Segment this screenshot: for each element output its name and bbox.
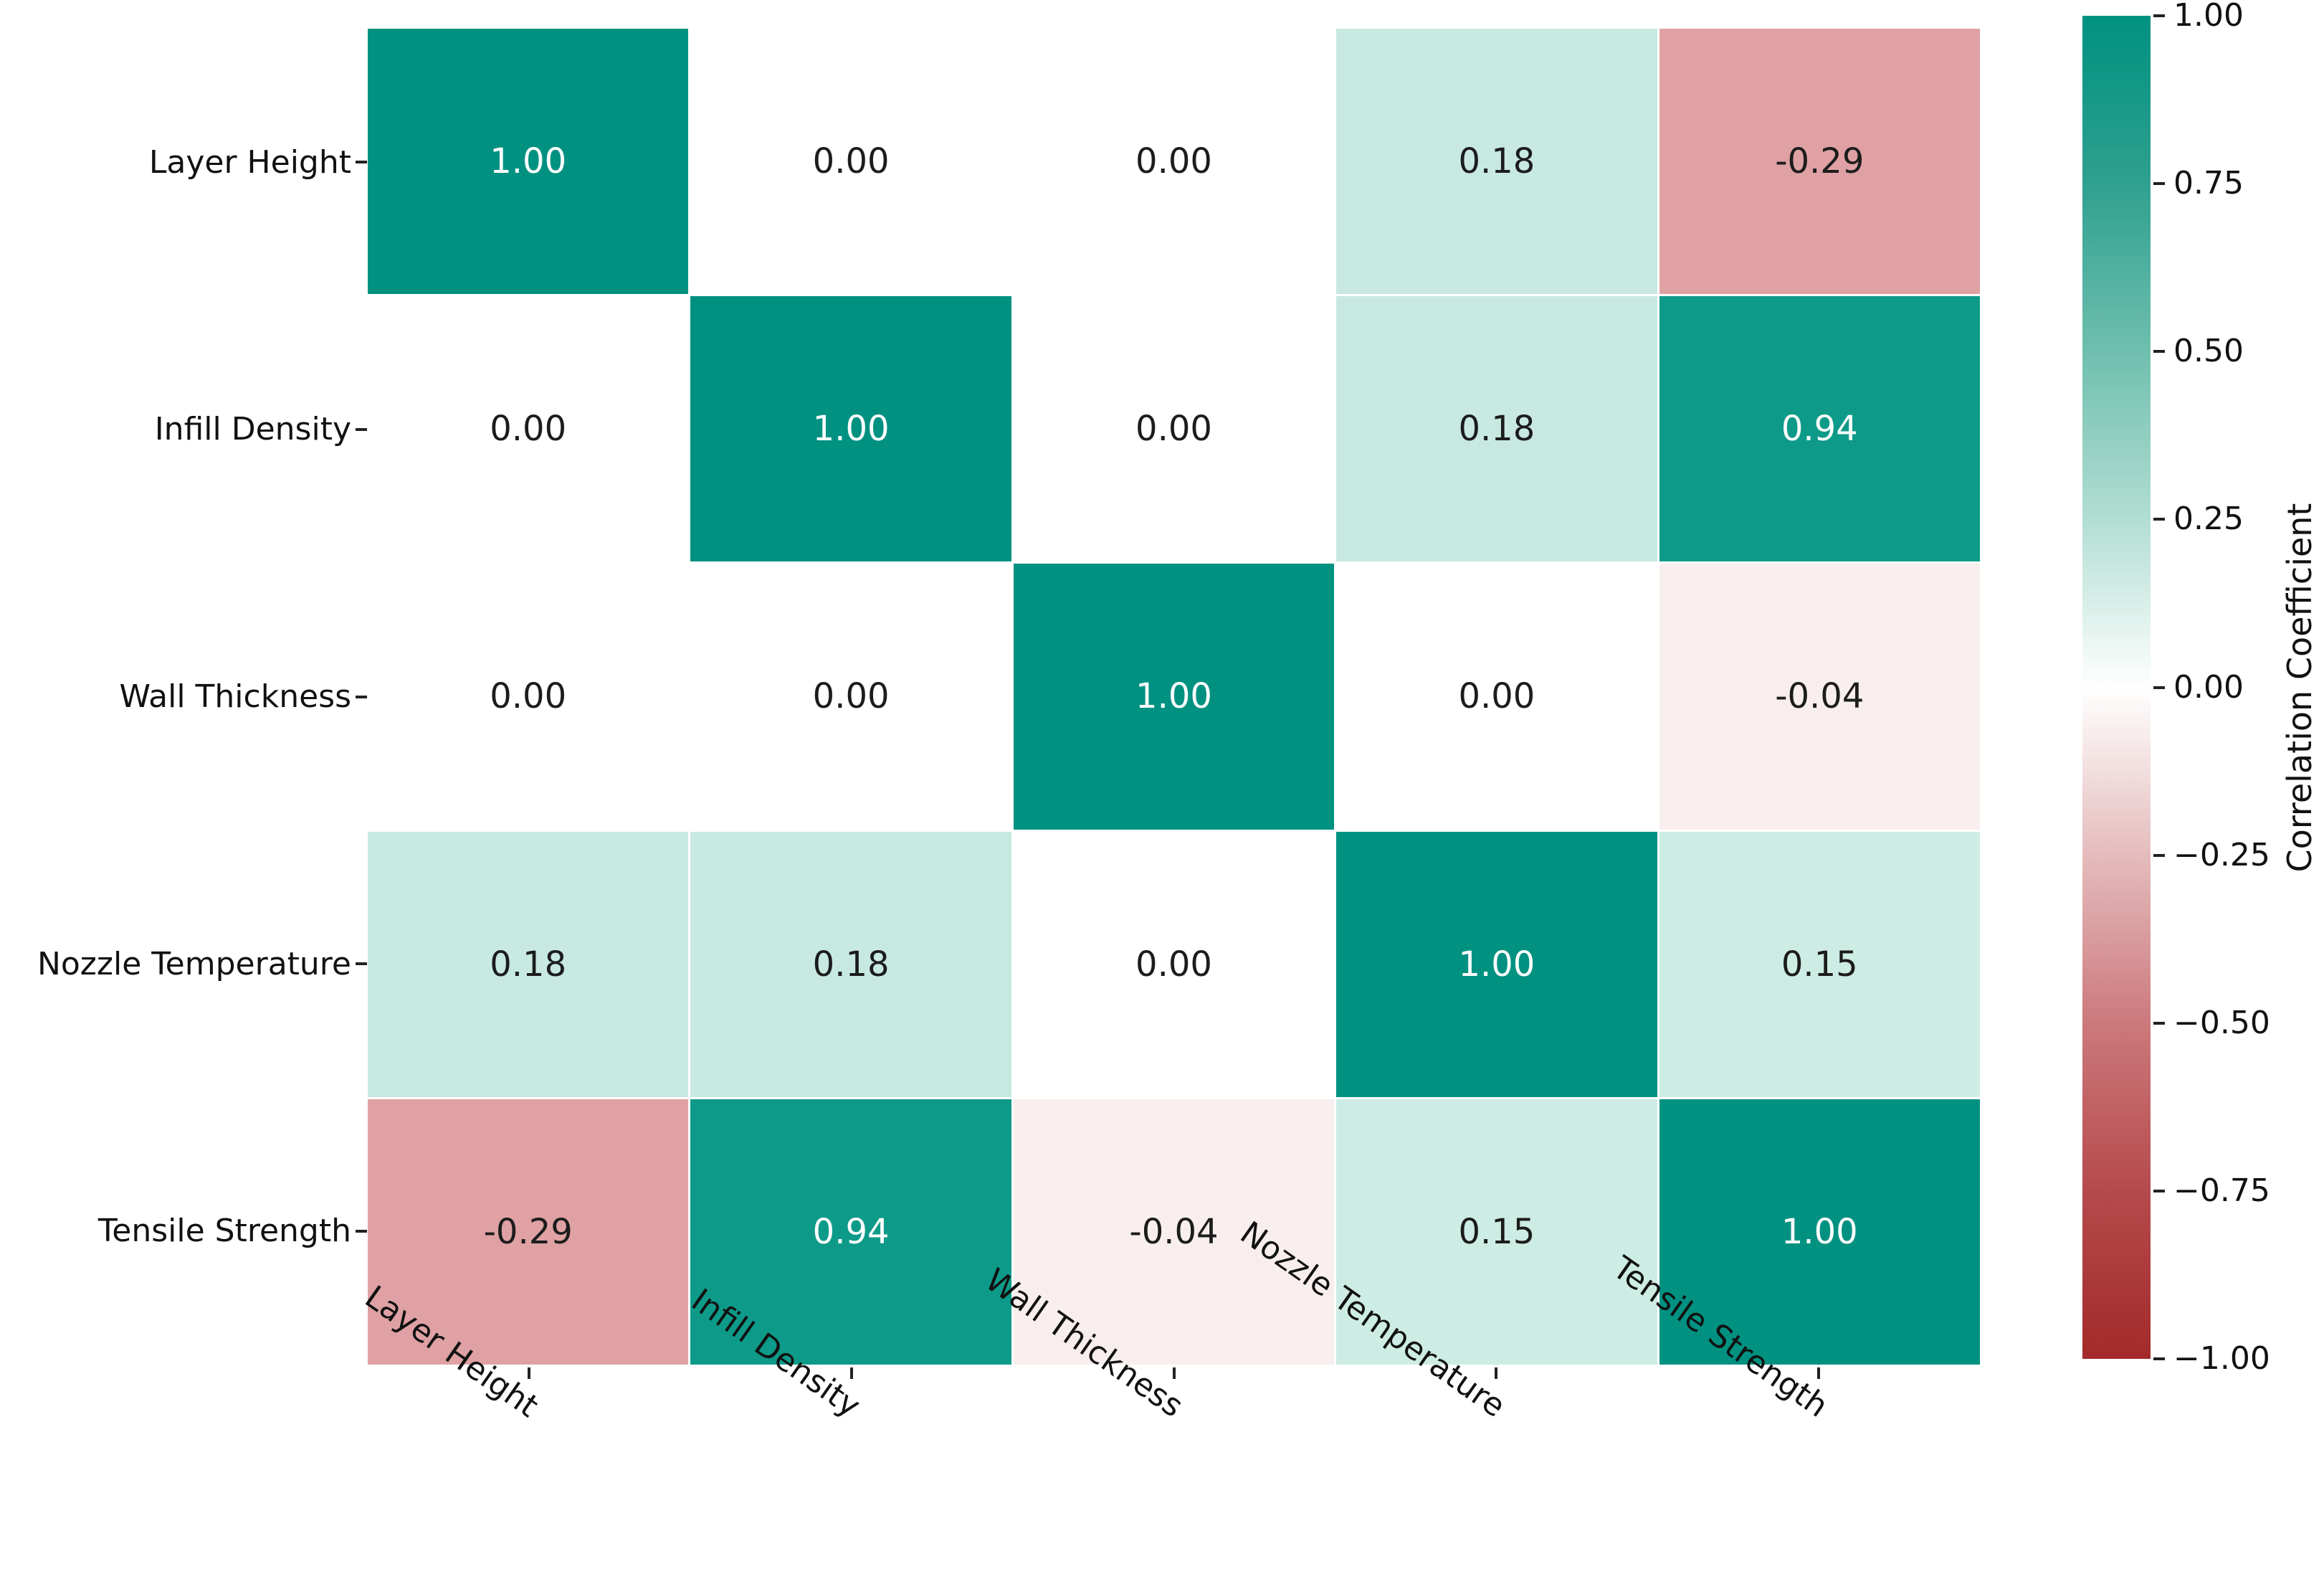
y-tick-label-nozzle-temperature: Nozzle Temperature <box>37 945 351 982</box>
cell-value: 0.00 <box>490 676 567 717</box>
cell-value: 0.94 <box>1781 409 1858 450</box>
cell-value: 0.00 <box>1458 676 1535 717</box>
heatmap-cell-nozzle-temperature-nozzle-temperature: 1.00 <box>1336 831 1657 1097</box>
y-tick-label-infill-density: Infill Density <box>154 411 351 448</box>
cell-value: 0.18 <box>1458 409 1535 450</box>
cell-value: 0.15 <box>1781 944 1858 985</box>
colorbar-tick-mark <box>2153 1357 2165 1360</box>
heatmap-cell-tensile-strength-layer-height: -0.29 <box>368 1099 689 1365</box>
x-tick-mark <box>849 1367 853 1379</box>
cell-value: 1.00 <box>1781 1211 1858 1252</box>
heatmap-cell-nozzle-temperature-layer-height: 0.18 <box>368 831 689 1097</box>
x-tick-mark <box>1172 1367 1176 1379</box>
cell-value: 0.00 <box>812 676 890 717</box>
y-tick-mark <box>356 427 367 431</box>
heatmap-cell-wall-thickness-layer-height: 0.00 <box>368 564 689 830</box>
cell-value: 0.00 <box>1135 409 1212 450</box>
heatmap-cell-tensile-strength-wall-thickness: -0.04 <box>1013 1099 1335 1365</box>
cell-value: 0.18 <box>490 944 567 985</box>
y-tick-mark <box>356 695 367 698</box>
heatmap-cell-nozzle-temperature-tensile-strength: 0.15 <box>1659 831 1980 1097</box>
colorbar-tick-label: −1.00 <box>2173 1340 2270 1377</box>
colorbar <box>2082 16 2151 1359</box>
heatmap-cell-layer-height-wall-thickness: 0.00 <box>1013 29 1335 295</box>
heatmap-cell-wall-thickness-infill-density: 0.00 <box>690 564 1011 830</box>
colorbar-tick-mark <box>2153 1189 2165 1192</box>
cell-value: 1.00 <box>1458 944 1535 985</box>
cell-value: 1.00 <box>812 409 890 450</box>
heatmap-cell-layer-height-nozzle-temperature: 0.18 <box>1336 29 1657 295</box>
cell-value: 0.18 <box>812 944 890 985</box>
cell-value: -0.29 <box>483 1211 573 1252</box>
colorbar-tick-mark <box>2153 1021 2165 1025</box>
cell-value: -0.04 <box>1129 1211 1219 1252</box>
cell-value: 0.00 <box>1135 141 1212 182</box>
colorbar-tick-label: 0.75 <box>2173 165 2244 202</box>
colorbar-tick-mark <box>2153 518 2165 521</box>
colorbar-tick-label: −0.50 <box>2173 1004 2270 1041</box>
x-tick-mark <box>527 1367 530 1379</box>
heatmap-cell-wall-thickness-wall-thickness: 1.00 <box>1013 564 1335 830</box>
heatmap-cell-infill-density-infill-density: 1.00 <box>690 296 1011 562</box>
cell-value: -0.04 <box>1775 676 1865 717</box>
cell-value: 1.00 <box>1135 676 1212 717</box>
colorbar-tick-label: −0.75 <box>2173 1172 2270 1209</box>
heatmap-cell-wall-thickness-nozzle-temperature: 0.00 <box>1336 564 1657 830</box>
cell-value: 0.15 <box>1458 1211 1535 1252</box>
heatmap-grid: 1.00 0.00 0.00 0.18 -0.29 0.00 1.00 0.00 0.18 0.9… <box>368 29 1980 1365</box>
heatmap-cell-nozzle-temperature-infill-density: 0.18 <box>690 831 1011 1097</box>
y-tick-mark <box>356 1229 367 1233</box>
colorbar-tick-label: 0.00 <box>2173 668 2244 706</box>
cell-value: 0.00 <box>812 141 890 182</box>
cell-value: -0.29 <box>1775 141 1865 182</box>
heatmap-cell-infill-density-layer-height: 0.00 <box>368 296 689 562</box>
y-tick-label-wall-thickness: Wall Thickness <box>119 678 351 715</box>
colorbar-tick-mark <box>2153 182 2165 186</box>
heatmap-cell-nozzle-temperature-wall-thickness: 0.00 <box>1013 831 1335 1097</box>
x-tick-mark <box>1817 1367 1821 1379</box>
colorbar-tick-label: 1.00 <box>2173 0 2244 34</box>
heatmap-cell-tensile-strength-tensile-strength: 1.00 <box>1659 1099 1980 1365</box>
cell-value: 1.00 <box>490 141 567 182</box>
heatmap-cell-wall-thickness-tensile-strength: -0.04 <box>1659 564 1980 830</box>
colorbar-tick-mark <box>2153 14 2165 17</box>
colorbar-tick-mark <box>2153 853 2165 857</box>
heatmap-cell-infill-density-wall-thickness: 0.00 <box>1013 296 1335 562</box>
y-tick-label-tensile-strength: Tensile Strength <box>97 1213 351 1250</box>
cell-value: 0.00 <box>1135 944 1212 985</box>
colorbar-tick-label: 0.25 <box>2173 501 2244 538</box>
y-tick-mark <box>356 962 367 966</box>
y-tick-mark <box>356 161 367 164</box>
heatmap-cell-layer-height-layer-height: 1.00 <box>368 29 689 295</box>
colorbar-tick-mark <box>2153 686 2165 689</box>
cell-value: 0.18 <box>1458 141 1535 182</box>
heatmap-cell-tensile-strength-infill-density: 0.94 <box>690 1099 1011 1365</box>
cell-value: 0.94 <box>812 1211 890 1252</box>
heatmap-cell-infill-density-nozzle-temperature: 0.18 <box>1336 296 1657 562</box>
y-tick-label-layer-height: Layer Height <box>148 143 351 181</box>
colorbar-title: Correlation Coefficient <box>2280 503 2319 872</box>
x-tick-mark <box>1495 1367 1498 1379</box>
heatmap-cell-infill-density-tensile-strength: 0.94 <box>1659 296 1980 562</box>
heatmap-cell-tensile-strength-nozzle-temperature: 0.15 <box>1336 1099 1657 1365</box>
heatmap-cell-layer-height-infill-density: 0.00 <box>690 29 1011 295</box>
cell-value: 0.00 <box>490 409 567 450</box>
colorbar-tick-label: −0.25 <box>2173 836 2270 873</box>
colorbar-tick-mark <box>2153 350 2165 354</box>
heatmap-cell-layer-height-tensile-strength: -0.29 <box>1659 29 1980 295</box>
colorbar-tick-label: 0.50 <box>2173 333 2244 370</box>
